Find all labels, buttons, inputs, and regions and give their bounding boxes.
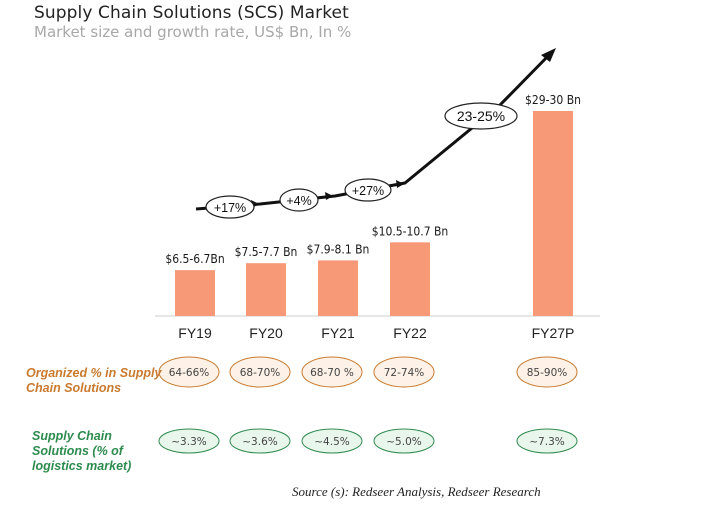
growth-rate-label: +17% — [214, 201, 246, 215]
logistics-pill-label: ~5.0% — [386, 436, 421, 448]
organized-pill-label: 68-70% — [240, 367, 281, 379]
growth-rate-label: +4% — [286, 194, 311, 208]
growth-rate-bubble — [279, 188, 319, 212]
organized-pill-label: 72-74% — [384, 367, 425, 379]
bar-fy20 — [246, 263, 286, 316]
organized-pill — [158, 356, 220, 388]
category-label: FY21 — [321, 325, 355, 341]
organized-pill-label: 85-90% — [527, 367, 568, 379]
growth-rate-bubble — [205, 195, 255, 219]
growth-rate-label: +27% — [352, 184, 384, 198]
organized-row-label: Organized % in Supply Chain Solutions — [26, 366, 162, 395]
bar-value-label: $29-30 Bn — [525, 93, 581, 107]
bar-fy21 — [318, 260, 358, 316]
bar-value-label: $6.5-6.7Bn — [165, 252, 224, 266]
organized-pill — [301, 356, 363, 388]
logistics-pill-label: ~3.3% — [171, 436, 206, 448]
logistics-pill-label: ~4.5% — [314, 436, 349, 448]
category-label: FY20 — [249, 325, 283, 341]
bar-value-label: $7.5-7.7 Bn — [235, 245, 298, 259]
organized-pill-label: 68-70 % — [310, 367, 354, 379]
growth-rate-bubble — [344, 178, 392, 202]
logistics-pill — [373, 428, 435, 454]
chart-title: Supply Chain Solutions (SCS) Market — [34, 3, 349, 23]
logistics-pill-label: ~7.3% — [529, 436, 564, 448]
logistics-pill-label: ~3.6% — [242, 436, 277, 448]
growth-rate-bubble — [444, 102, 518, 130]
category-label: FY22 — [393, 325, 427, 341]
arrow-head — [541, 48, 556, 62]
logistics-pill — [516, 428, 578, 454]
logistics-pill — [229, 428, 291, 454]
chart-subtitle: Market size and growth rate, US$ Bn, In … — [34, 23, 352, 41]
source-note: Source (s): Redseer Analysis, Redseer Re… — [292, 484, 541, 499]
bar-fy27p — [533, 111, 573, 316]
bar-value-label: $10.5-10.7 Bn — [372, 224, 449, 238]
segment-arrow-head — [325, 192, 333, 200]
bar-value-label: $7.9-8.1 Bn — [307, 242, 370, 256]
logistics-pill — [158, 428, 220, 454]
logistics-pill — [301, 428, 363, 454]
segment-arrow-head — [396, 180, 404, 188]
organized-pill — [373, 356, 435, 388]
logistics-row-label: Supply Chain Solutions (% of logistics m… — [32, 429, 132, 473]
organized-pill — [516, 356, 578, 388]
bar-fy22 — [390, 242, 430, 316]
growth-rate-label: 23-25% — [457, 108, 505, 124]
bar-fy19 — [175, 270, 215, 316]
category-label: FY19 — [178, 325, 212, 341]
organized-pill-label: 64-66% — [169, 367, 210, 379]
organized-pill — [229, 356, 291, 388]
category-label: FY27P — [532, 325, 575, 341]
